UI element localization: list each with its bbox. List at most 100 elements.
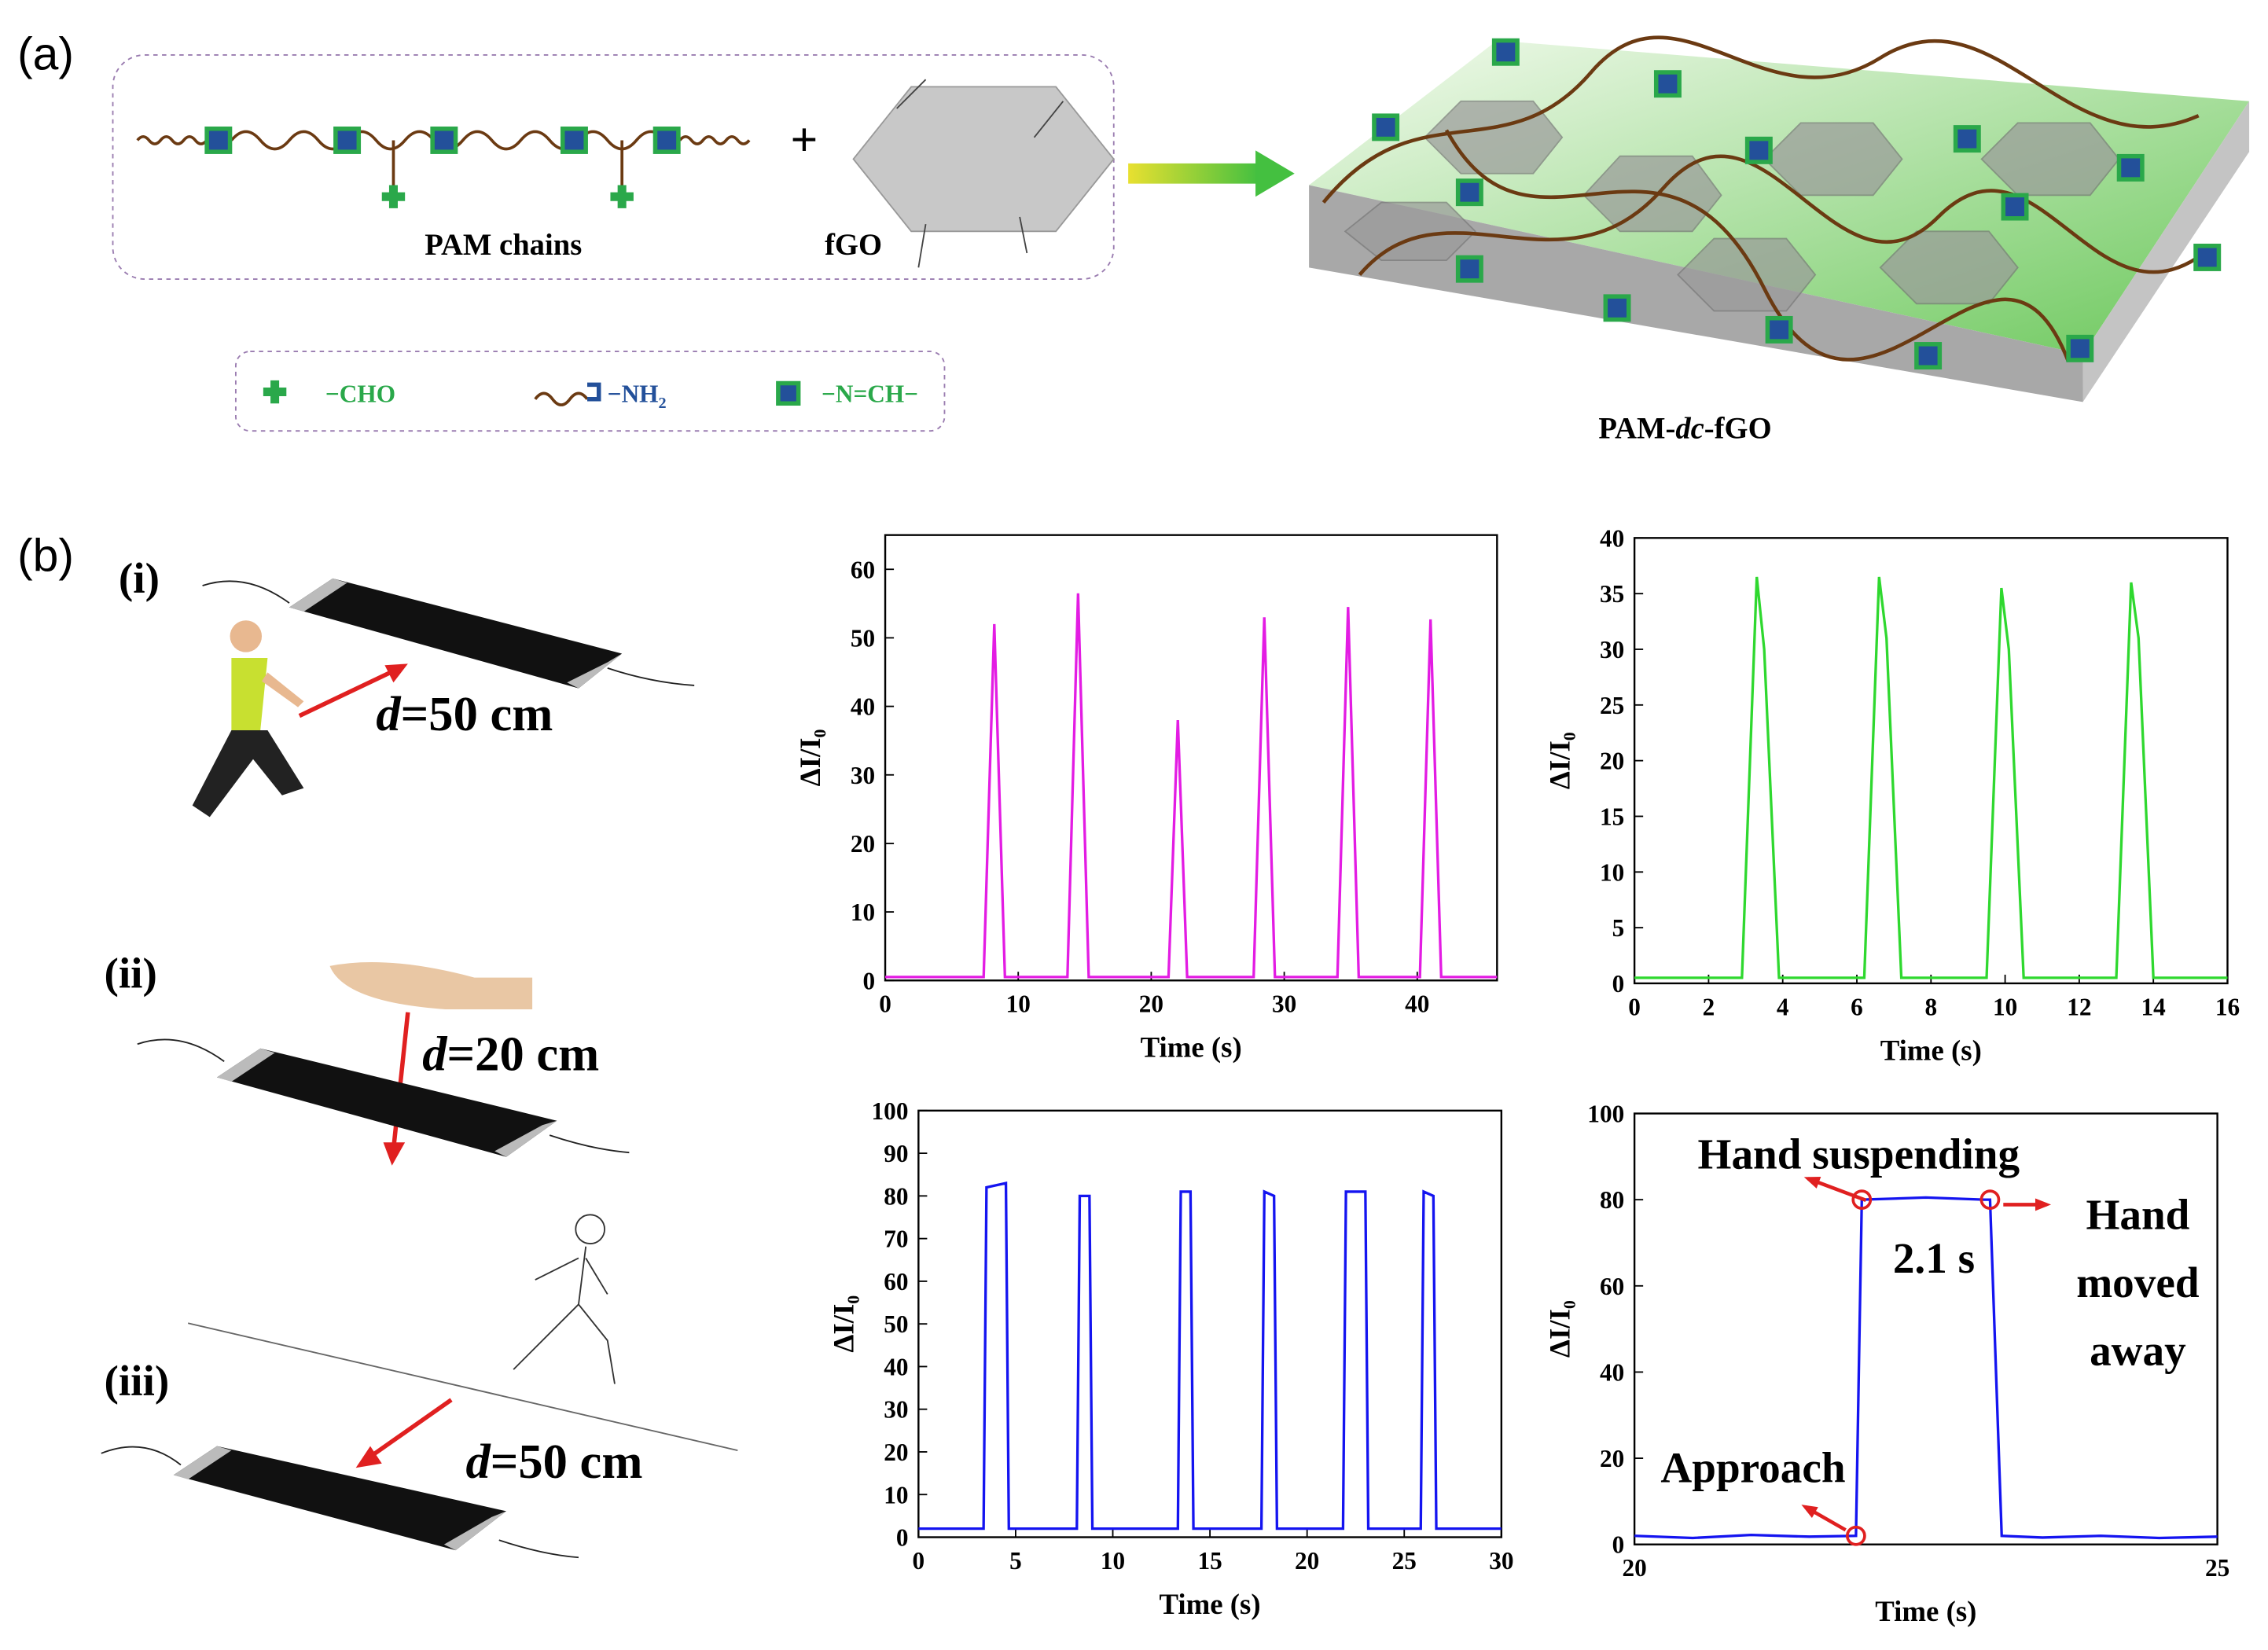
y-tick-label: 10 xyxy=(884,1481,908,1509)
x-tick-label: 20 xyxy=(1622,1554,1646,1582)
product-label: PAM-dc-fGO xyxy=(1598,412,1771,445)
product-part: PAM- xyxy=(1598,412,1675,445)
reactant-box xyxy=(112,53,1115,280)
x-tick-label: 10 xyxy=(1006,990,1031,1018)
legend-imine-icon xyxy=(776,380,801,406)
x-axis-label: Time (s) xyxy=(1875,1595,1976,1627)
distance-arrow xyxy=(367,1398,453,1460)
legend-cho-icon xyxy=(263,380,287,404)
plot-frame xyxy=(884,534,1498,982)
go-sheet xyxy=(852,86,1115,233)
x-tick-label: 16 xyxy=(2215,993,2240,1020)
y-axis-label: ΔI/I₀ xyxy=(828,1295,860,1353)
x-tick-label: 25 xyxy=(1392,1547,1417,1575)
distance-arrowhead xyxy=(384,663,408,683)
y-tick-label: 90 xyxy=(884,1140,908,1167)
y-tick-label: 20 xyxy=(1600,1445,1624,1472)
x-tick-label: 12 xyxy=(2067,993,2091,1020)
y-tick-label: 40 xyxy=(1600,1358,1624,1386)
x-tick-label: 30 xyxy=(1272,990,1296,1018)
scene-label: (iii) xyxy=(104,1357,169,1405)
x-tick-label: 10 xyxy=(1993,993,2017,1020)
y-tick-label: 20 xyxy=(1600,748,1624,775)
x-tick-label: 0 xyxy=(913,1547,925,1575)
scene-label: (i) xyxy=(119,554,160,602)
scene-label: (ii) xyxy=(104,949,156,997)
y-tick-label: 25 xyxy=(1600,692,1624,719)
chain-branch xyxy=(391,140,624,191)
y-tick-label: 10 xyxy=(851,898,875,926)
x-tick-label: 10 xyxy=(1101,1547,1125,1575)
x-tick-label: 15 xyxy=(1197,1547,1222,1575)
data-line xyxy=(885,593,1498,979)
distance-label: d=50 cm xyxy=(465,1434,642,1489)
y-tick-label: 10 xyxy=(1600,858,1624,886)
reaction-arrowhead xyxy=(1255,150,1295,197)
annotation-arrowhead xyxy=(1801,1505,1818,1518)
event-marker xyxy=(1979,1189,2001,1211)
walker xyxy=(513,1214,616,1384)
x-axis-label: Time (s) xyxy=(1141,1031,1242,1064)
annotation: Approach xyxy=(1660,1444,1845,1492)
sensor xyxy=(137,1038,630,1157)
y-axis-label: ΔI/I₀ xyxy=(794,729,826,786)
y-tick-label: 5 xyxy=(1612,914,1625,942)
data-line xyxy=(918,1181,1502,1531)
distance-value: =50 cm xyxy=(401,686,553,741)
y-tick-label: 20 xyxy=(851,830,875,858)
legend-nh2-sub: 2 xyxy=(658,395,666,412)
y-tick-label: 100 xyxy=(872,1097,909,1125)
y-tick-label: 80 xyxy=(1600,1186,1624,1214)
y-axis-label: ΔI/I₀ xyxy=(1543,732,1575,789)
chain-label: PAM chains xyxy=(425,229,582,262)
y-tick-label: 30 xyxy=(1600,636,1624,663)
legend-imine: −N=CH− xyxy=(822,380,918,407)
y-tick-label: 30 xyxy=(851,762,875,789)
annotation: moved xyxy=(2076,1259,2200,1306)
legend-box xyxy=(234,351,946,432)
panel-label: (a) xyxy=(17,28,74,79)
x-tick-label: 5 xyxy=(1009,1547,1022,1575)
distance-var: d xyxy=(465,1434,491,1489)
x-tick-label: 4 xyxy=(1777,993,1789,1020)
x-tick-label: 8 xyxy=(1924,993,1937,1020)
product-part: dc xyxy=(1675,412,1704,445)
distance-arrowhead xyxy=(355,1446,382,1468)
x-tick-label: 20 xyxy=(1139,990,1163,1018)
hydrogel-slab xyxy=(1309,35,2250,402)
annotation-arrowhead xyxy=(1803,1176,1821,1189)
x-tick-label: 14 xyxy=(2141,993,2167,1020)
distance-var: d xyxy=(422,1026,448,1081)
data-line xyxy=(1634,1196,2218,1540)
event-marker xyxy=(1851,1189,1873,1211)
x-tick-label: 0 xyxy=(879,990,891,1018)
x-axis-label: Time (s) xyxy=(1880,1034,1982,1066)
sheet-tethers xyxy=(896,79,1064,268)
distance-var: d xyxy=(376,686,402,741)
runner xyxy=(192,620,304,818)
y-tick-label: 0 xyxy=(863,967,876,994)
y-tick-label: 40 xyxy=(884,1353,908,1380)
plot-frame xyxy=(1633,1112,2218,1545)
y-tick-label: 50 xyxy=(884,1310,908,1338)
x-tick-label: 20 xyxy=(1295,1547,1319,1575)
cho-groups xyxy=(381,185,634,208)
hand xyxy=(329,961,533,1010)
annotation: away xyxy=(2090,1327,2186,1375)
y-axis-label: ΔI/I₀ xyxy=(1543,1300,1575,1358)
x-tick-label: 40 xyxy=(1405,990,1429,1018)
distance-arrowhead xyxy=(383,1142,406,1166)
y-tick-label: 0 xyxy=(1612,1531,1625,1559)
y-tick-label: 60 xyxy=(884,1268,908,1295)
plot-frame xyxy=(1633,537,2229,985)
y-tick-label: 35 xyxy=(1600,580,1624,608)
panel-label: (b) xyxy=(17,531,74,582)
legend-nh2-end xyxy=(587,382,601,402)
distance-arrow xyxy=(298,669,395,718)
y-tick-label: 80 xyxy=(884,1182,908,1210)
distance-label: d=50 cm xyxy=(376,686,553,741)
x-tick-label: 30 xyxy=(1489,1547,1513,1575)
data-line xyxy=(1634,576,2228,979)
floor-line xyxy=(187,1322,738,1452)
plus-sign: + xyxy=(791,114,818,165)
